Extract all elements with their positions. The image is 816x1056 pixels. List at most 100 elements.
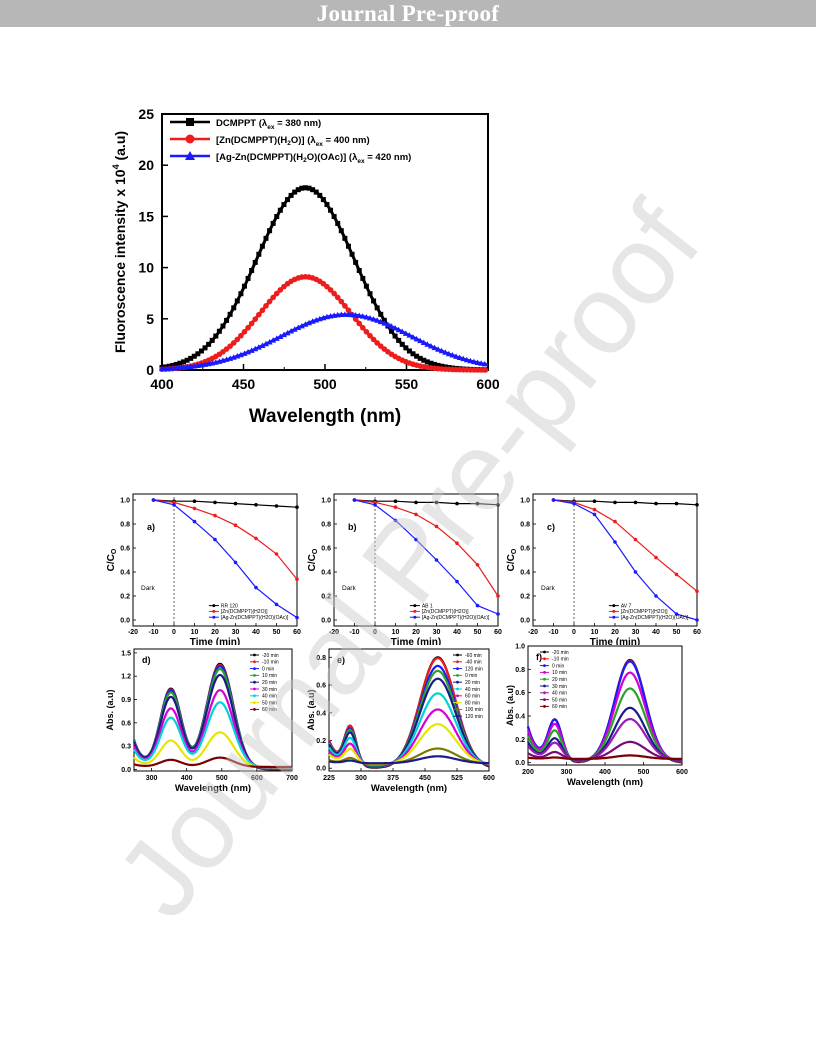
legend-entry: 80 min <box>465 700 480 706</box>
data-point <box>249 267 255 273</box>
x-tick-label: 10 <box>191 629 199 636</box>
data-point <box>393 499 398 503</box>
x-tick-label: 0 <box>172 629 176 636</box>
y-tick-label: 0.0 <box>515 760 525 767</box>
x-tick-label: 500 <box>216 775 228 782</box>
data-point <box>295 615 299 620</box>
data-point <box>256 311 262 318</box>
data-point <box>481 360 488 367</box>
legend-entry: 10 min <box>552 670 567 676</box>
series-line <box>328 692 490 767</box>
data-point <box>455 501 459 506</box>
data-point <box>241 283 247 289</box>
data-point <box>262 340 269 347</box>
series-1 <box>159 274 488 373</box>
data-point <box>414 537 418 542</box>
data-point <box>252 316 259 322</box>
data-point <box>281 202 287 208</box>
legend-entry: 40 min <box>552 691 567 697</box>
data-point <box>428 360 434 366</box>
x-tick-label: 0 <box>373 629 377 636</box>
data-point <box>248 320 255 327</box>
legend-marker <box>413 604 417 608</box>
series-line <box>328 708 490 766</box>
data-point <box>370 316 377 322</box>
legend-entry: 100 min <box>465 707 483 713</box>
data-point <box>273 335 280 341</box>
series-0 <box>159 185 488 373</box>
x-tick-label: 200 <box>522 769 534 776</box>
data-point <box>475 563 480 567</box>
legend-marker <box>543 664 546 667</box>
series-line <box>354 499 499 615</box>
legend-marker <box>456 714 459 718</box>
series-line <box>526 687 683 762</box>
x-tick-label: 20 <box>611 629 619 636</box>
data-point <box>449 352 456 358</box>
data-point <box>356 267 362 273</box>
data-point <box>270 220 276 226</box>
legend-entry: 20 min <box>552 677 567 683</box>
y-tick-label: 0.2 <box>321 594 331 601</box>
legend-entry: 40 min <box>465 687 480 693</box>
data-point <box>224 317 230 323</box>
x-tick-label: 300 <box>355 775 367 782</box>
y-tick-label: 1.0 <box>120 498 130 505</box>
data-point <box>277 207 283 213</box>
data-point <box>298 322 305 329</box>
data-point <box>245 324 251 331</box>
data-point <box>206 341 212 347</box>
y-tick-label: 0.3 <box>121 744 131 751</box>
data-point <box>381 320 388 326</box>
x-tick-label: 600 <box>483 775 495 782</box>
data-point <box>384 321 391 328</box>
x-tick-label: 300 <box>561 769 573 776</box>
data-point <box>288 192 294 198</box>
data-point <box>213 500 217 505</box>
series-2 <box>352 498 500 616</box>
data-point <box>317 192 323 198</box>
data-point <box>613 540 617 544</box>
data-point <box>366 314 373 321</box>
y-tick-label: 0.9 <box>121 697 131 704</box>
x-tick-label: 60 <box>293 629 301 636</box>
x-tick-label: 500 <box>638 769 650 776</box>
legend-entry: 20 min <box>465 680 480 686</box>
data-point <box>213 333 219 339</box>
data-point <box>188 355 194 361</box>
data-point <box>334 294 341 301</box>
journal-banner-title: Journal Pre-proof <box>316 1 500 26</box>
x-tick-label: 450 <box>419 775 431 782</box>
y-tick-label: 5 <box>146 311 154 327</box>
y-axis-label: Abs. (a.u) <box>505 685 515 726</box>
legend-marker <box>543 671 546 674</box>
data-point <box>374 305 380 311</box>
data-point <box>291 326 298 332</box>
degradation-chart-a: -20 -10 0 10 20 30 40 50 60 0.0 0.2 0.4 0.6 0.8 1.0 Dar… <box>106 493 301 645</box>
data-point <box>435 362 441 368</box>
legend-entry: 50 min <box>262 700 277 706</box>
data-point <box>324 202 330 208</box>
data-point <box>356 312 363 318</box>
x-tick-label: 50 <box>673 629 681 636</box>
y-tick-label: 0.4 <box>520 570 530 577</box>
data-point <box>181 359 187 365</box>
y-tick-label: 0.4 <box>316 710 326 717</box>
x-tick-label: -10 <box>548 629 558 636</box>
series-line <box>527 754 683 760</box>
data-point <box>406 332 413 338</box>
data-point <box>654 594 658 598</box>
data-point <box>192 519 197 524</box>
y-tick-label: 1.2 <box>121 674 131 681</box>
data-point <box>266 298 273 305</box>
data-point <box>374 317 381 323</box>
series-line <box>153 499 298 508</box>
data-point <box>313 189 319 195</box>
data-point <box>392 333 398 339</box>
x-tick-label: 30 <box>232 629 240 636</box>
data-point <box>238 291 244 297</box>
y-tick-label: 0.8 <box>120 522 130 529</box>
x-tick-label: 700 <box>286 775 298 782</box>
absorbance-chart-f: 200 300 400 500 600 0.0 0.2 0.4 0.6 0.8 1.0 Wavelen… <box>505 644 688 789</box>
data-point <box>410 333 417 340</box>
